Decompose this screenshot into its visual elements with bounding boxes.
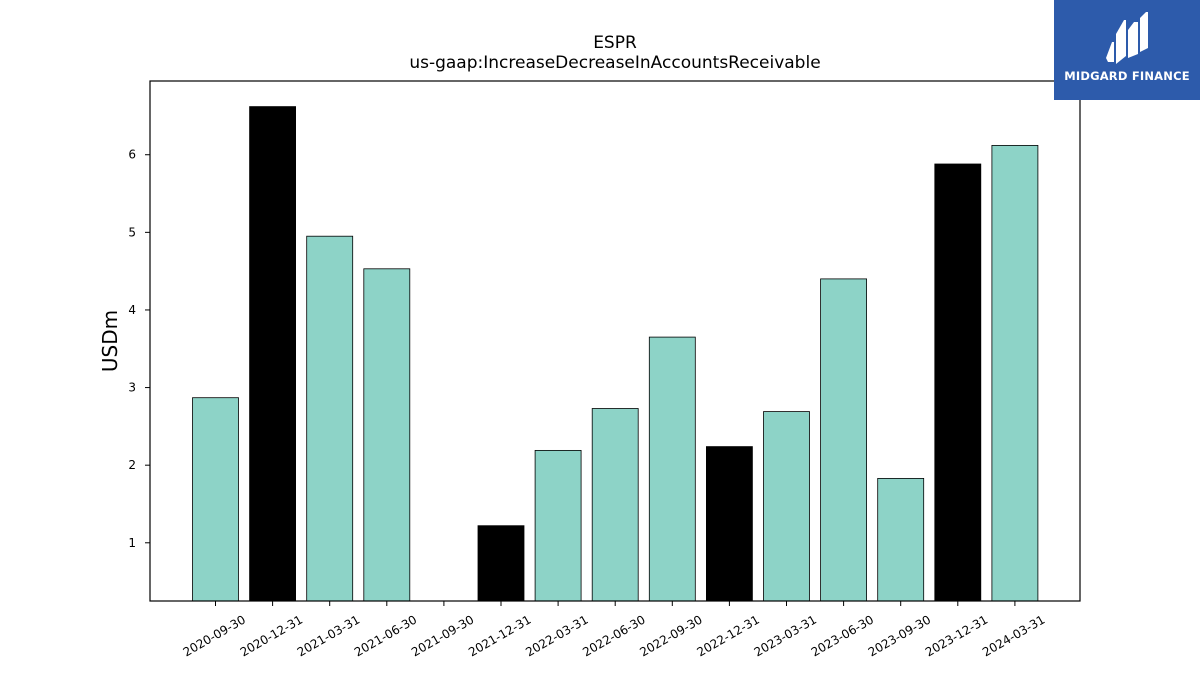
y-tick-label: 5 bbox=[128, 225, 136, 239]
y-tick-label: 1 bbox=[128, 536, 136, 550]
y-tick-label: 6 bbox=[128, 148, 136, 162]
x-tick-label: 2020-12-31 bbox=[238, 612, 305, 659]
plot-frame bbox=[149, 80, 1081, 602]
y-tick-label: 3 bbox=[128, 381, 136, 395]
bar-2023-03-31 bbox=[763, 411, 810, 602]
bar-2022-09-30 bbox=[648, 336, 696, 602]
bar-2020-12-31 bbox=[249, 106, 297, 602]
bar-2021-12-31 bbox=[477, 525, 525, 602]
x-tick-label: 2022-03-31 bbox=[523, 612, 590, 659]
bar-2024-03-31 bbox=[991, 144, 1039, 602]
bar-2020-09-30 bbox=[192, 397, 239, 602]
x-tick-label: 2023-09-30 bbox=[866, 612, 933, 659]
x-tick-label: 2023-12-31 bbox=[923, 612, 990, 659]
x-tick-label: 2022-12-31 bbox=[694, 612, 761, 659]
x-tick-label: 2021-06-30 bbox=[352, 612, 419, 659]
x-tick-label: 2022-06-30 bbox=[580, 612, 647, 659]
y-tick-label: 4 bbox=[128, 303, 136, 317]
x-tick-label: 2020-09-30 bbox=[181, 612, 248, 659]
y-tick-label: 2 bbox=[128, 458, 136, 472]
logo-text: MIDGARD FINANCE bbox=[1064, 69, 1190, 83]
bar-2021-06-30 bbox=[363, 268, 411, 602]
x-tick-label: 2021-12-31 bbox=[466, 612, 533, 659]
x-tick-label: 2024-03-31 bbox=[980, 612, 1047, 659]
bar-2021-03-31 bbox=[306, 235, 354, 602]
x-tick-label: 2021-09-30 bbox=[409, 612, 476, 659]
x-tick-label: 2023-03-31 bbox=[752, 612, 819, 659]
bar-2023-09-30 bbox=[877, 477, 925, 602]
x-tick-label: 2023-06-30 bbox=[809, 612, 876, 659]
x-tick-label: 2022-09-30 bbox=[637, 612, 704, 659]
y-axis-label: USDm bbox=[98, 310, 122, 372]
chart-subtitle: us-gaap:IncreaseDecreaseInAccountsReceiv… bbox=[409, 53, 820, 73]
chart-title: ESPR bbox=[593, 33, 637, 53]
bar-2022-06-30 bbox=[591, 408, 639, 602]
bar-2023-06-30 bbox=[820, 278, 867, 602]
midgard-finance-logo: MIDGARD FINANCE bbox=[1054, 0, 1200, 100]
x-tick-label: 2021-03-31 bbox=[295, 612, 362, 659]
midgard-logo-icon bbox=[1106, 12, 1148, 64]
bar-2022-12-31 bbox=[706, 446, 753, 602]
bar-2023-12-31 bbox=[934, 163, 982, 602]
bar-2022-03-31 bbox=[534, 449, 582, 602]
